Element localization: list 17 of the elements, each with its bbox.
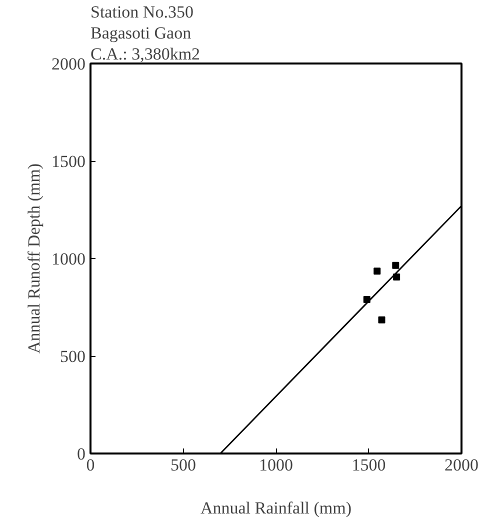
x-tick-label: 1500 — [352, 456, 386, 474]
y-tick-label: 1500 — [52, 152, 86, 171]
x-axis-title: Annual Rainfall (mm) — [200, 498, 352, 518]
point — [392, 262, 400, 269]
y-axis-title: Annual Runoff Depth (mm) — [24, 164, 44, 354]
point — [393, 274, 400, 281]
text: C.A.: 3,380km2 — [90, 44, 200, 64]
x-tick-label: 2000 — [444, 456, 478, 474]
y-tick-label: 1000 — [52, 250, 86, 268]
y-tick-label: 2000 — [52, 54, 86, 74]
chart-subtitle: Bagasoti Gaon — [90, 24, 192, 42]
point — [374, 268, 381, 275]
x-tick-label: 1000 — [259, 456, 293, 474]
chart-title: Station No.350 — [90, 2, 194, 22]
x-tick-label: 500 — [170, 456, 196, 474]
point — [378, 316, 386, 324]
y-tick-label: 500 — [60, 347, 86, 366]
